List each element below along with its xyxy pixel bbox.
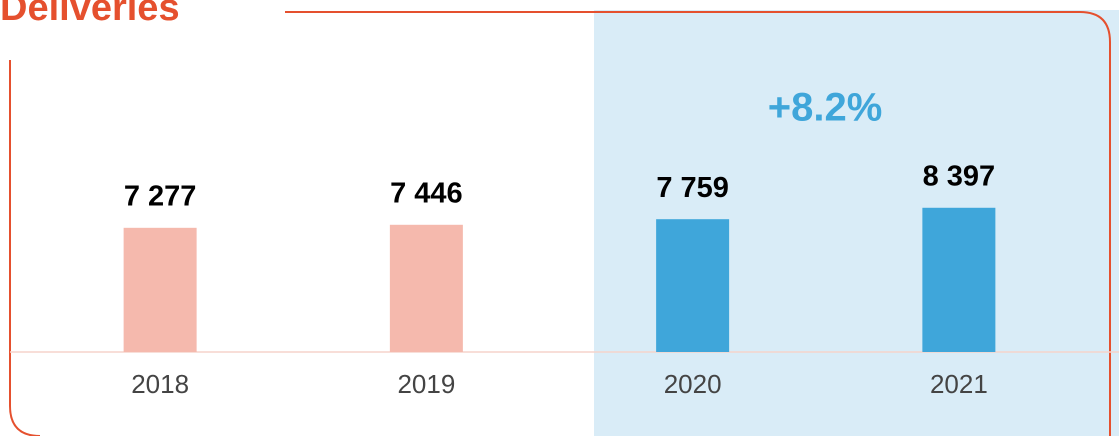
bar: [389, 224, 463, 352]
x-tick-label: 2020: [664, 369, 722, 399]
value-label: 7 277: [124, 180, 197, 212]
x-tick-label: 2021: [930, 369, 988, 399]
value-label: 7 759: [656, 172, 729, 204]
value-label: 8 397: [923, 160, 996, 192]
chart-title: Deliveries: [0, 0, 180, 29]
value-label: 7 446: [390, 177, 463, 209]
bar: [922, 207, 996, 352]
bar: [123, 227, 197, 352]
x-tick-label: 2018: [131, 369, 189, 399]
x-tick-label: 2019: [397, 369, 455, 399]
annotation: +8.2%: [768, 86, 883, 130]
bar: [656, 219, 730, 352]
